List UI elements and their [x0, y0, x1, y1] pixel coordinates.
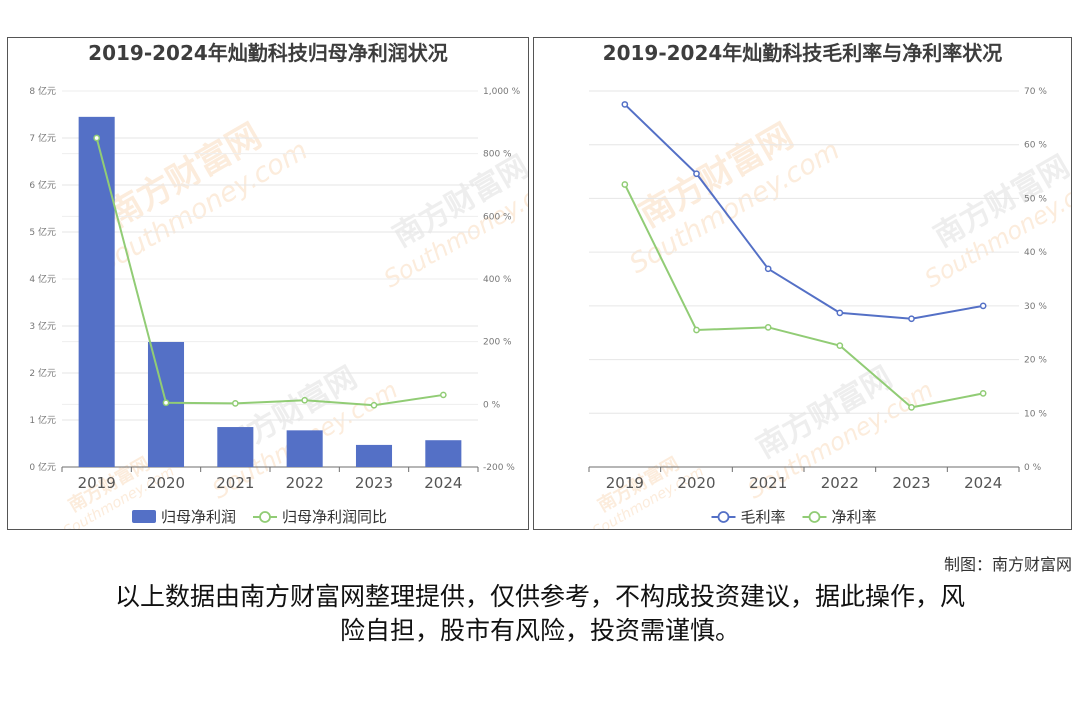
x-tick-label: 2020 [677, 474, 715, 492]
y-right-tick-label: -200 % [483, 463, 515, 473]
disclaimer-line-2: 险自担，股市有风险，投资需谨慎。 [339, 616, 740, 645]
line-point [93, 134, 101, 142]
bar [355, 444, 393, 467]
line-point [764, 323, 772, 331]
x-tick-label: 2024 [424, 474, 462, 492]
bar [286, 430, 323, 467]
y-right-tick-label: 30 % [1024, 302, 1047, 312]
y-right-tick-label: 800 % [483, 150, 512, 160]
y-right-tick-label: 60 % [1024, 141, 1047, 151]
y-right-tick-label: 0 % [483, 400, 501, 410]
line-point [908, 404, 915, 411]
x-tick-label: 2023 [892, 474, 930, 492]
y-left-tick-label: 4 亿元 [29, 273, 56, 285]
bar [217, 427, 254, 467]
x-tick-label: 2021 [216, 474, 254, 492]
y-right-tick-label: 400 % [483, 275, 512, 285]
line-point [370, 401, 378, 409]
y-left-tick-label: 5 亿元 [29, 226, 56, 238]
line-point [764, 265, 772, 273]
y-left-tick-label: 3 亿元 [29, 320, 56, 332]
line-point [908, 315, 915, 323]
legend-label: 毛利率 [741, 508, 786, 526]
line-point [231, 400, 239, 407]
chart-title: 2019-2024年灿勤科技毛利率与净利率状况 [603, 41, 1003, 65]
line-point [621, 181, 629, 188]
x-tick-label: 2019 [606, 474, 644, 492]
margin-chart-panel: 南方财富网 Southmoney.com 南方财富网 Southmoney.com 南方… [533, 37, 1072, 530]
x-tick-label: 2024 [964, 474, 1002, 492]
y-left-tick-label: 6 亿元 [29, 179, 56, 191]
y-right-tick-label: 20 % [1024, 356, 1047, 366]
legend-swatch-point [717, 511, 730, 523]
line-point [162, 399, 170, 407]
line-point [979, 390, 987, 397]
legend-swatch-point [808, 511, 821, 523]
y-left-tick-label: 1 亿元 [29, 414, 56, 426]
line-point [693, 170, 700, 178]
bar [425, 440, 462, 467]
x-tick-label: 2019 [78, 474, 116, 492]
x-tick-label: 2021 [749, 474, 787, 492]
series-line [95, 137, 444, 407]
line-point [693, 326, 700, 334]
y-right-tick-label: 600 % [483, 212, 512, 222]
x-tick-label: 2022 [821, 474, 859, 492]
margin-chart: 南方财富网Southmoney.com南方财富网Southmoney.com南方… [588, 41, 1071, 529]
line-point [621, 101, 629, 108]
legend-swatch-point [259, 511, 271, 523]
y-right-tick-label: 10 % [1024, 409, 1047, 419]
line-point [836, 309, 844, 317]
y-left-tick-label: 2 亿元 [29, 367, 56, 379]
y-left-tick-label: 0 亿元 [29, 461, 56, 473]
disclaimer-line-1: 以上数据由南方财富网整理提供，仅供参考，不构成投资建议，据此操作，风 [114, 582, 965, 611]
x-tick-label: 2023 [355, 474, 393, 492]
y-right-tick-label: 0 % [1024, 463, 1042, 473]
line-point [979, 302, 987, 310]
chart-credit: 制图：南方财富网 [943, 555, 1072, 574]
line-point [439, 391, 447, 399]
y-left-tick-label: 7 亿元 [29, 132, 56, 144]
line-point [301, 396, 309, 404]
line-point [836, 342, 844, 349]
y-right-tick-label: 40 % [1024, 248, 1047, 258]
legend-label: 归母净利润 [161, 508, 236, 526]
legend-label: 归母净利润同比 [282, 508, 387, 526]
series-line [624, 103, 984, 320]
y-left-tick-label: 8 亿元 [29, 85, 56, 97]
y-right-tick-label: 70 % [1024, 87, 1047, 97]
bar [78, 116, 115, 467]
series-line [623, 184, 984, 409]
y-right-tick-label: 50 % [1024, 194, 1047, 204]
legend-swatch-bar [132, 510, 156, 523]
x-tick-label: 2020 [147, 474, 185, 492]
profit-chart-panel: 南方财富网Southmoney.com南方财富网Southmoney.com南方… [7, 37, 529, 530]
y-right-tick-label: 200 % [483, 338, 512, 348]
chart-title: 2019-2024年灿勤科技归母净利润状况 [88, 41, 448, 65]
disclaimer-text: 以上数据由南方财富网整理提供，仅供参考，不构成投资建议，据此操作，风 险自担，股… [40, 580, 1040, 648]
legend-label: 净利率 [832, 508, 877, 526]
profit-chart: 南方财富网Southmoney.com南方财富网Southmoney.com南方… [29, 41, 528, 529]
y-right-tick-label: 1,000 % [483, 87, 521, 97]
x-tick-label: 2022 [286, 474, 324, 492]
